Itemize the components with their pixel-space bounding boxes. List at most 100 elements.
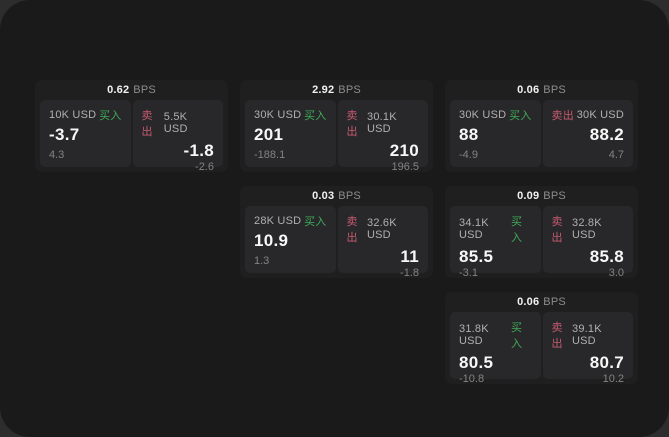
sell-tile[interactable]: 卖出 32.8K USD 85.8 3.0 — [542, 206, 633, 279]
buy-tile-header: 30K USD 买入 — [459, 107, 532, 123]
buy-tile-header: 10K USD 买入 — [49, 107, 122, 123]
card-header: 0.06 BPS — [450, 292, 633, 312]
bps-value: 0.09 — [517, 190, 540, 202]
sell-sub-value: 4.7 — [608, 149, 624, 161]
quote-card: 0.06 BPS 31.8K USD 买入 80.5 -10.8 卖出 39.1… — [445, 292, 638, 385]
quote-card: 2.92 BPS 30K USD 买入 201 -188.1 卖出 30.1K … — [240, 80, 433, 173]
sell-price: 80.7 — [589, 353, 624, 372]
buy-sub-value: -10.8 — [459, 372, 485, 385]
quote-card: 0.03 BPS 28K USD 买入 10.9 1.3 卖出 32.6K US… — [240, 186, 433, 279]
sell-tile[interactable]: 卖出 30K USD 88.2 4.7 — [542, 100, 633, 167]
buy-tile[interactable]: 28K USD 买入 10.9 1.3 — [245, 206, 336, 273]
buy-tile-header: 28K USD 买入 — [254, 213, 327, 229]
sell-label: 卖出 — [141, 110, 153, 138]
sell-label: 卖出 — [346, 216, 358, 244]
buy-sub-value: -4.9 — [459, 149, 478, 161]
quote-card: 0.06 BPS 30K USD 买入 88 -4.9 卖出 30K USD — [445, 80, 638, 172]
bps-unit-label: BPS — [543, 84, 566, 96]
sell-tile-header: 卖出 30.1K USD — [347, 107, 420, 139]
quote-card: 0.09 BPS 34.1K USD 买入 85.5 -3.1 卖出 32.8K… — [445, 186, 638, 279]
bps-value: 0.06 — [517, 296, 540, 308]
buy-tile[interactable]: 31.8K USD 买入 80.5 -10.8 — [450, 312, 541, 385]
buy-size: 10K USD — [49, 109, 97, 121]
buy-label: 买入 — [304, 216, 327, 228]
bps-unit-label: BPS — [338, 190, 361, 202]
sell-tile[interactable]: 卖出 30.1K USD 210 196.5 — [337, 100, 428, 173]
buy-sub-value: 1.3 — [254, 255, 270, 267]
buy-tile-header: 31.8K USD 买入 — [459, 319, 532, 351]
buy-price: 10.9 — [254, 231, 289, 250]
bps-value: 0.03 — [312, 190, 335, 202]
buy-tile[interactable]: 34.1K USD 买入 85.5 -3.1 — [450, 206, 541, 279]
quote-panels: 28K USD 买入 10.9 1.3 卖出 32.6K USD 11 -1.8 — [245, 206, 428, 279]
card-header: 2.92 BPS — [245, 80, 428, 100]
buy-size: 31.8K USD — [459, 323, 489, 347]
sell-tile[interactable]: 卖出 5.5K USD -1.8 -2.6 — [132, 100, 223, 173]
sell-size: 32.6K USD — [367, 217, 397, 241]
sell-label: 卖出 — [346, 110, 358, 138]
card-header: 0.62 BPS — [40, 80, 223, 100]
sell-tile[interactable]: 卖出 32.6K USD 11 -1.8 — [337, 206, 428, 279]
bps-value: 0.62 — [107, 84, 130, 96]
sell-tile[interactable]: 卖出 39.1K USD 80.7 10.2 — [542, 312, 633, 385]
sell-tile-header: 卖出 5.5K USD — [142, 107, 215, 139]
sell-tile-header: 卖出 30K USD — [552, 107, 625, 123]
sell-sub-value: -1.8 — [400, 266, 419, 279]
quote-panels: 30K USD 买入 201 -188.1 卖出 30.1K USD 210 1… — [245, 100, 428, 173]
buy-price: 85.5 — [459, 247, 494, 266]
buy-tile[interactable]: 10K USD 买入 -3.7 4.3 — [40, 100, 131, 167]
sell-price: 88.2 — [589, 125, 624, 144]
card-header: 0.09 BPS — [450, 186, 633, 206]
buy-price: -3.7 — [49, 125, 80, 144]
sell-price: -1.8 — [183, 141, 214, 160]
buy-sub-value: -188.1 — [254, 149, 286, 161]
sell-tile-header: 卖出 32.8K USD — [552, 213, 625, 245]
buy-price: 88 — [459, 125, 479, 144]
buy-tile-header: 30K USD 买入 — [254, 107, 327, 123]
quote-panels: 31.8K USD 买入 80.5 -10.8 卖出 39.1K USD 80.… — [450, 312, 633, 385]
bps-unit-label: BPS — [543, 296, 566, 308]
quote-panels: 10K USD 买入 -3.7 4.3 卖出 5.5K USD -1.8 -2.… — [40, 100, 223, 173]
buy-size: 30K USD — [459, 109, 507, 121]
sell-label: 卖出 — [551, 216, 563, 244]
quote-card: 0.62 BPS 10K USD 买入 -3.7 4.3 卖出 5.5K USD — [35, 80, 228, 173]
sell-label: 卖出 — [551, 322, 563, 350]
bps-value: 0.06 — [517, 84, 540, 96]
quote-panels: 34.1K USD 买入 85.5 -3.1 卖出 32.8K USD 85.8… — [450, 206, 633, 279]
sell-tile-header: 卖出 39.1K USD — [552, 319, 625, 351]
sell-sub-value: 10.2 — [602, 372, 624, 385]
quote-panels: 30K USD 买入 88 -4.9 卖出 30K USD 88.2 4.7 — [450, 100, 633, 167]
sell-size: 30.1K USD — [367, 111, 397, 135]
bps-unit-label: BPS — [133, 84, 156, 96]
buy-label: 买入 — [511, 216, 523, 244]
buy-label: 买入 — [304, 110, 327, 122]
bps-unit-label: BPS — [543, 190, 566, 202]
buy-size: 30K USD — [254, 109, 302, 121]
buy-tile[interactable]: 30K USD 买入 201 -188.1 — [245, 100, 336, 167]
sell-sub-value: -2.6 — [195, 160, 214, 173]
sell-price: 11 — [400, 247, 419, 266]
sell-size: 30K USD — [576, 109, 624, 121]
buy-tile[interactable]: 30K USD 买入 88 -4.9 — [450, 100, 541, 167]
buy-tile-header: 34.1K USD 买入 — [459, 213, 532, 245]
buy-label: 买入 — [511, 322, 523, 350]
card-header: 0.03 BPS — [245, 186, 428, 206]
sell-size: 5.5K USD — [163, 111, 188, 135]
sell-size: 32.8K USD — [572, 217, 602, 241]
buy-size: 28K USD — [254, 215, 302, 227]
sell-sub-value: 196.5 — [391, 160, 419, 173]
card-header: 0.06 BPS — [450, 80, 633, 100]
sell-label: 卖出 — [551, 110, 574, 122]
buy-size: 34.1K USD — [459, 217, 489, 241]
buy-price: 80.5 — [459, 353, 494, 372]
buy-sub-value: 4.3 — [49, 149, 65, 161]
buy-price: 201 — [254, 125, 284, 144]
bps-value: 2.92 — [312, 84, 335, 96]
sell-price: 210 — [389, 141, 419, 160]
sell-size: 39.1K USD — [572, 323, 602, 347]
buy-sub-value: -3.1 — [459, 266, 478, 279]
sell-tile-header: 卖出 32.6K USD — [347, 213, 420, 245]
sell-price: 85.8 — [589, 247, 624, 266]
sell-sub-value: 3.0 — [608, 266, 624, 279]
